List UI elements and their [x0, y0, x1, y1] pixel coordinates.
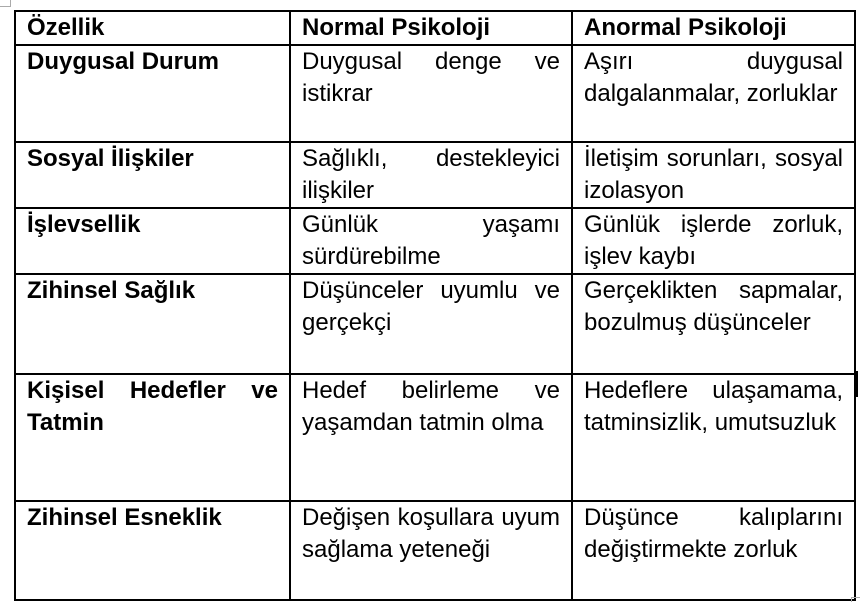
feature-cell: Zihinsel Esneklik [14, 500, 291, 601]
abnormal-cell: İletişim sorunları, sosyal izolasyon [571, 141, 856, 209]
abnormal-cell: Düşünce kalıplarını değiştirmekte zorluk [571, 500, 856, 601]
abnormal-cell: Aşırı duygusal dalgalanmalar, zorluklar [571, 44, 856, 143]
table-row: İşlevsellik Günlük yaşamı sürdürebilme G… [14, 207, 856, 275]
feature-cell: Kişisel Hedefler ve Tatmin [14, 373, 291, 502]
abnormal-cell: Günlük işlerde zorluk, işlev kaybı [571, 207, 856, 275]
normal-cell: Düşünceler uyumlu ve gerçekçi [289, 273, 573, 375]
header-feature: Özellik [14, 10, 291, 46]
abnormal-cell: Hedeflere ulaşamama, tatminsizlik, umuts… [571, 373, 856, 502]
feature-cell: Zihinsel Sağlık [14, 273, 291, 375]
table-row: Sosyal İlişkiler Sağlıklı, destekleyici … [14, 141, 856, 209]
abnormal-cell: Gerçeklikten sapmalar, bozulmuş düşüncel… [571, 273, 856, 375]
page-corner-mark [0, 0, 11, 7]
table-row: Zihinsel Esneklik Değişen koşullara uyum… [14, 500, 856, 601]
normal-cell: Duygusal denge ve istikrar [289, 44, 573, 143]
page-corner-mark-bottom [851, 597, 860, 602]
header-normal: Normal Psikoloji [289, 10, 573, 46]
table-row: Duygusal Durum Duygusal denge ve istikra… [14, 44, 856, 143]
feature-cell: İşlevsellik [14, 207, 291, 275]
table-header-row: Özellik Normal Psikoloji Anormal Psikolo… [14, 10, 856, 46]
text-cursor [856, 371, 858, 397]
comparison-table: Özellik Normal Psikoloji Anormal Psikolo… [14, 10, 856, 601]
table-row: Zihinsel Sağlık Düşünceler uyumlu ve ger… [14, 273, 856, 375]
normal-cell: Değişen koşullara uyum sağlama yeteneği [289, 500, 573, 601]
header-abnormal: Anormal Psikoloji [571, 10, 856, 46]
normal-cell: Sağlıklı, destekleyici ilişkiler [289, 141, 573, 209]
table-row: Kişisel Hedefler ve Tatmin Hedef belirle… [14, 373, 856, 502]
normal-cell: Hedef belirleme ve yaşamdan tatmin olma [289, 373, 573, 502]
feature-cell: Duygusal Durum [14, 44, 291, 143]
normal-cell: Günlük yaşamı sürdürebilme [289, 207, 573, 275]
feature-cell: Sosyal İlişkiler [14, 141, 291, 209]
